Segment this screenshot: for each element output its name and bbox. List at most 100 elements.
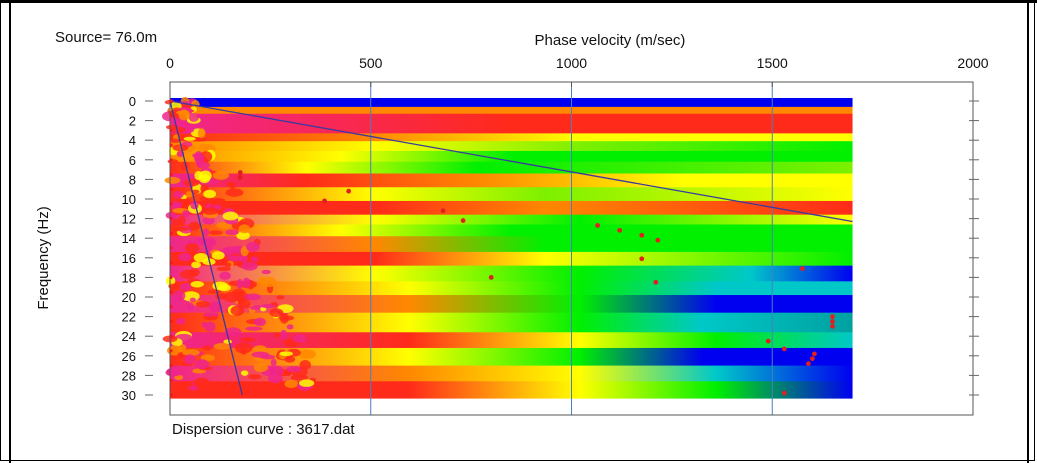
texture-blob [238, 224, 251, 234]
dispersion-point [322, 198, 327, 204]
texture-blob [213, 342, 231, 350]
texture-blob [236, 231, 250, 240]
lower-guide [169, 100, 243, 396]
texture-blob [177, 198, 192, 204]
edge-marker [169, 261, 173, 265]
dispersion-point [460, 218, 466, 223]
texture-blob [176, 110, 190, 115]
heatmap-band [170, 173, 853, 188]
texture-blob [270, 358, 277, 367]
texture-blob [202, 345, 212, 351]
dispersion-point [781, 346, 787, 352]
dispersion-point [440, 208, 446, 214]
edge-marker [169, 334, 173, 338]
texture-blob [245, 326, 263, 331]
texture-blob [179, 269, 197, 280]
texture-blob [182, 349, 200, 356]
dispersion-point [639, 256, 645, 262]
frame-top-border [0, 0, 1037, 3]
texture-blob [222, 211, 239, 221]
texture-blob [261, 269, 272, 275]
x-tick-label: 1000 [556, 55, 587, 71]
heatmap-band [170, 133, 853, 142]
texture-blob [260, 354, 276, 360]
texture-blob [250, 256, 259, 262]
texture-blob [178, 252, 192, 262]
dispersion-point [617, 227, 623, 233]
texture-blob [230, 305, 245, 316]
texture-blob [168, 283, 180, 289]
texture-blob [298, 349, 316, 359]
low-velocity-texture [162, 96, 317, 397]
x-tick-label: 2000 [957, 55, 988, 71]
texture-blob [186, 302, 195, 311]
texture-blob [249, 382, 264, 389]
dispersion-point [781, 390, 787, 396]
dispersion-point [655, 237, 661, 243]
texture-blob [165, 276, 176, 286]
heatmap-band [170, 214, 853, 226]
edge-marker [169, 246, 173, 250]
x-axis-ticks: 0 500 1000 1500 2000 [166, 55, 989, 87]
texture-blob [197, 161, 210, 169]
upper-guide [169, 100, 853, 223]
texture-blob [182, 210, 190, 218]
texture-blob [253, 317, 266, 327]
texture-blob [189, 297, 196, 302]
y-tick-label: 30 [122, 388, 136, 403]
edge-marker [169, 158, 173, 162]
texture-blob [260, 304, 275, 309]
texture-blob [202, 207, 219, 215]
texture-blob [232, 288, 246, 295]
heatmap-band [170, 332, 853, 349]
texture-blob [172, 227, 189, 232]
texture-blob [172, 290, 186, 301]
dispersion-point [830, 319, 835, 324]
edge-marker [169, 275, 173, 279]
heatmap-band [170, 381, 853, 399]
texture-blob [248, 374, 262, 380]
y-tick-label: 28 [122, 368, 136, 383]
texture-blob [188, 221, 201, 231]
texture-blob [298, 379, 315, 387]
texture-blob [246, 241, 260, 252]
edge-marker [169, 290, 173, 294]
texture-blob [225, 229, 239, 236]
dispersion-point [653, 279, 659, 285]
edge-marker [169, 187, 173, 191]
texture-blob [190, 281, 204, 288]
texture-blob [209, 230, 223, 236]
dispersion-point [830, 324, 835, 329]
edge-marker [169, 114, 173, 118]
texture-blob [240, 337, 256, 343]
guide-lines [169, 100, 853, 396]
heatmap-band [170, 187, 853, 202]
y-axis-title: Frequency (Hz) [35, 206, 52, 309]
texture-blob [204, 321, 216, 333]
texture-blob [279, 313, 289, 324]
texture-blob [202, 216, 215, 225]
texture-blob [260, 276, 277, 288]
dispersion-point [830, 314, 835, 319]
edge-marker [169, 349, 173, 353]
y-tick-label: 8 [129, 172, 136, 187]
dispersion-point [595, 223, 600, 228]
x-tick-label: 0 [166, 55, 174, 71]
edge-marker [169, 143, 173, 147]
heatmap-band [170, 265, 853, 282]
texture-blob [216, 266, 231, 272]
y-tick-label: 10 [122, 192, 136, 207]
texture-blob [219, 271, 231, 280]
texture-blob [202, 228, 210, 237]
y-tick-label: 0 [129, 94, 136, 109]
texture-blob [203, 189, 217, 199]
texture-blob [177, 381, 194, 388]
texture-blob [179, 282, 192, 291]
texture-blob [172, 191, 184, 199]
y-tick-label: 22 [122, 310, 136, 325]
texture-blob [274, 332, 281, 338]
texture-blob [171, 218, 182, 226]
y-tick-label: 16 [122, 251, 136, 266]
heatmap-band [170, 224, 853, 237]
